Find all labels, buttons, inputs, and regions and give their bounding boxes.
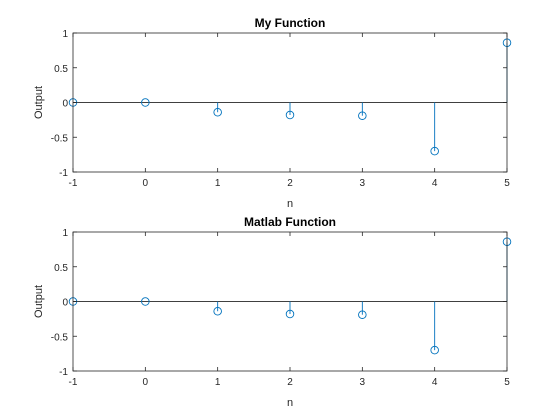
y-tick-label: 1	[62, 29, 68, 40]
x-tick-label: 5	[504, 178, 510, 189]
y-axis-label: Output	[33, 86, 45, 119]
y-tick-label: -0.5	[51, 332, 69, 343]
y-axis-label: Output	[33, 285, 45, 318]
x-tick-label: 1	[215, 377, 221, 388]
x-tick-label: 4	[432, 377, 438, 388]
x-tick-label: 3	[360, 178, 366, 189]
y-tick-label: -0.5	[51, 133, 69, 144]
y-tick-label: 0.5	[54, 263, 68, 274]
stem-marker	[213, 107, 222, 117]
x-tick-label: -1	[69, 178, 78, 189]
x-tick-label: 2	[287, 178, 293, 189]
chart-title: Matlab Function	[244, 215, 336, 229]
y-tick-label: -1	[59, 168, 68, 179]
subplot-my-function: My Function -1 0 1 2 3 4 5 1 0.5 0 -0.5 -1 n Output	[33, 16, 512, 210]
y-tick-label: 0	[62, 298, 68, 309]
x-tick-label: 0	[143, 178, 149, 189]
stem-marker	[285, 110, 295, 120]
x-tick-label: 3	[360, 377, 366, 388]
x-tick-label: 0	[143, 377, 149, 388]
subplot-matlab-function: Matlab Function -1 0 1 2 3 4 5 1 0.5 0 -0.5 -1 n Ou…	[33, 215, 512, 409]
x-axis-label: n	[287, 397, 293, 409]
stem-marker	[285, 309, 295, 319]
tick-group: -1 0 1 2 3 4 5 1 0.5 0 -0.5 -1	[51, 29, 510, 189]
stem-marker	[358, 310, 367, 319]
y-tick-label: 0.5	[54, 64, 68, 75]
y-tick-label: 1	[62, 228, 68, 239]
y-tick-label: 0	[62, 99, 68, 110]
tick-group: -1 0 1 2 3 4 5 1 0.5 0 -0.5 -1	[51, 228, 510, 388]
stem-marker	[430, 146, 439, 156]
x-tick-label: 1	[215, 178, 221, 189]
chart-title: My Function	[255, 16, 326, 30]
x-tick-label: -1	[69, 377, 78, 388]
y-tick-label: -1	[59, 367, 68, 378]
x-tick-label: 4	[432, 178, 438, 189]
stem-series	[68, 237, 512, 355]
stem-marker	[430, 345, 439, 355]
stem-marker	[358, 111, 367, 120]
stem-marker	[141, 297, 150, 306]
stem-marker	[213, 306, 222, 316]
stem-series	[68, 38, 512, 156]
x-axis-label: n	[287, 198, 293, 210]
stem-marker	[141, 98, 150, 107]
x-tick-label: 5	[504, 377, 510, 388]
x-tick-label: 2	[287, 377, 293, 388]
